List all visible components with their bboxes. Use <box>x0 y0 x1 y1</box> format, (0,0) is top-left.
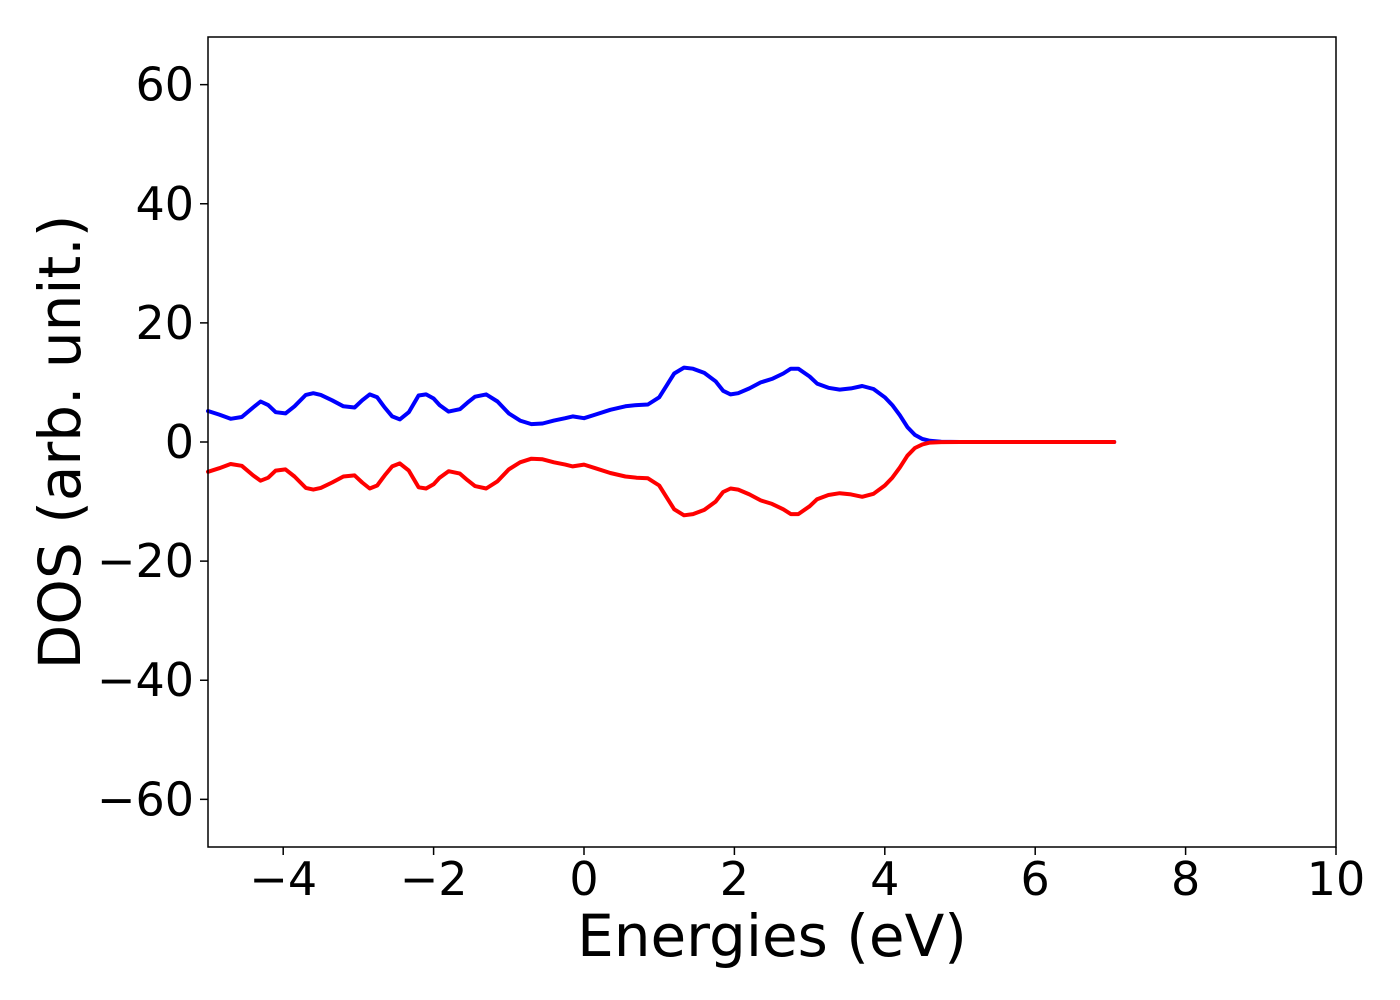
y-tick-label: −60 <box>97 772 194 826</box>
x-tick-label: 4 <box>870 852 899 906</box>
y-tick-label: −40 <box>97 653 194 707</box>
y-tick-label: −20 <box>97 534 194 588</box>
series-line-red <box>206 440 1117 518</box>
y-tick-label: 20 <box>135 296 194 350</box>
plot-frame <box>207 36 1337 848</box>
x-tick-label: −4 <box>249 852 317 906</box>
y-tick-label: 60 <box>135 58 194 112</box>
x-tick-label: 6 <box>1021 852 1050 906</box>
x-axis-ticks: −4 −2 0 2 4 6 8 10 <box>249 847 1365 906</box>
x-tick-label: −2 <box>400 852 468 906</box>
series-layer <box>206 365 1117 518</box>
plot-area <box>208 37 1336 847</box>
y-axis-ticks: 60 40 20 0 −20 −40 −60 <box>97 58 208 826</box>
y-tick-label: 40 <box>135 177 194 231</box>
y-axis-label: DOS (arb. unit.) <box>26 215 94 670</box>
x-axis-label: Energies (eV) <box>577 902 967 970</box>
series-line-blue <box>206 365 1117 444</box>
x-tick-label: 0 <box>569 852 598 906</box>
y-tick-label: 0 <box>165 415 194 469</box>
x-tick-label: 8 <box>1171 852 1200 906</box>
x-tick-label: 2 <box>720 852 749 906</box>
x-tick-label: 10 <box>1307 852 1366 906</box>
